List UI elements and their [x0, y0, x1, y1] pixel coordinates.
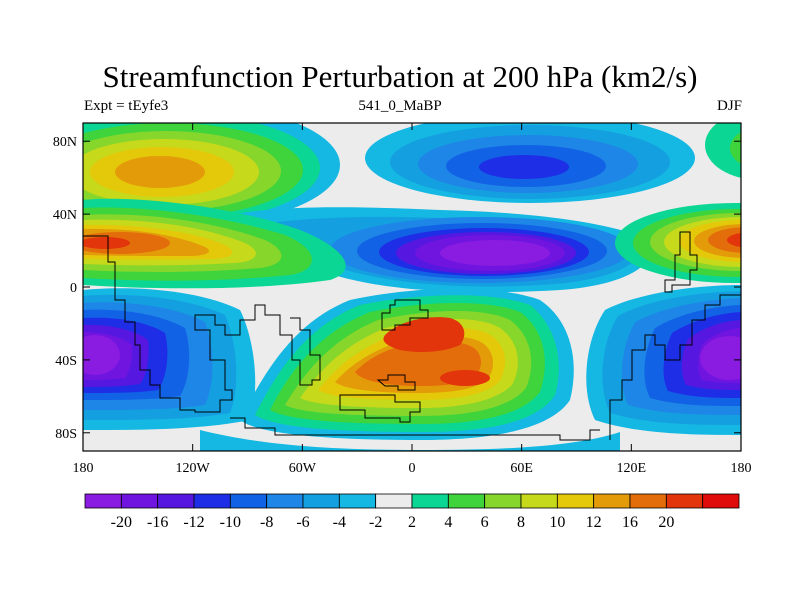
lon-tick-label: 180	[731, 461, 752, 476]
contour-field	[83, 123, 741, 451]
colorbar-swatch	[556, 493, 595, 509]
longitude-axis: 180 120W 60W 0 60E 120E 180	[73, 123, 752, 476]
colorbar-swatch	[157, 493, 195, 509]
lon-tick-label: 120E	[617, 461, 647, 476]
colorbar-swatch	[375, 493, 413, 509]
colorbar-label: -8	[260, 514, 273, 531]
colorbar-label: -10	[220, 514, 241, 531]
colorbar-label: 12	[586, 514, 602, 531]
lat-tick-label: 80N	[53, 135, 77, 150]
colorbar-label: -2	[369, 514, 382, 531]
mid-latitude-low	[200, 207, 652, 293]
latitude-axis: 80N 40N 0 40S 80S	[53, 135, 741, 442]
colorbar-label: -6	[296, 514, 309, 531]
colorbar-label: -12	[183, 514, 204, 531]
colorbar-swatch	[484, 493, 522, 509]
case-label: 541_0_MaBP	[358, 98, 442, 114]
lon-tick-label: 60W	[289, 461, 317, 476]
lon-tick-label: 0	[409, 461, 416, 476]
colorbar-swatch	[84, 493, 122, 509]
colorbar-swatch	[229, 493, 268, 509]
coastlines	[83, 231, 741, 441]
colorbar-label: 8	[517, 514, 525, 531]
colorbar-swatch	[266, 493, 304, 509]
season-label: DJF	[716, 98, 742, 114]
south-polar-band	[200, 430, 620, 451]
colorbar-labels: -20 -16 -12 -10 -8 -6 -4 -2 2 4 6 8 10 12 16 20	[111, 514, 675, 531]
colorbar-label: -16	[147, 514, 168, 531]
lat-tick-label: 40S	[55, 354, 77, 369]
colorbar-label: 6	[481, 514, 489, 531]
experiment-label: Expt = tEyfe3	[84, 98, 169, 114]
lon-tick-label: 180	[73, 461, 94, 476]
southern-low-west	[83, 288, 256, 430]
colorbar-swatch	[302, 493, 340, 509]
southern-low-east	[586, 285, 741, 435]
north-pacific-high	[83, 123, 340, 227]
southern-high-central	[240, 288, 574, 440]
colorbar-label: 16	[622, 514, 638, 531]
colorbar-swatch	[665, 493, 704, 509]
colorbar-label: -4	[333, 514, 346, 531]
colorbar-label: 2	[408, 514, 416, 531]
lon-tick-label: 120W	[176, 461, 211, 476]
colorbar-swatch	[629, 493, 667, 509]
colorbar-label: 4	[444, 514, 452, 531]
lat-tick-label: 40N	[53, 208, 77, 223]
colorbar	[84, 493, 740, 509]
northeast-pacific-positive	[705, 123, 741, 178]
colorbar-swatch	[338, 493, 377, 509]
lat-tick-label: 0	[70, 281, 77, 296]
colorbar-swatch	[411, 493, 449, 509]
colorbar-swatch	[193, 493, 231, 509]
colorbar-label: 20	[658, 514, 674, 531]
tropical-high-east	[615, 203, 741, 283]
plot-title: Streamfunction Perturbation at 200 hPa (…	[102, 59, 698, 94]
lon-tick-label: 60E	[510, 461, 533, 476]
colorbar-swatch	[520, 493, 558, 509]
colorbar-swatch	[120, 493, 159, 509]
colorbar-swatch	[593, 493, 631, 509]
colorbar-swatch	[702, 493, 740, 509]
colorbar-label: 10	[549, 514, 565, 531]
colorbar-label: -20	[111, 514, 132, 531]
colorbar-swatch	[447, 493, 486, 509]
tropical-high-west	[83, 198, 346, 289]
lat-tick-label: 80S	[55, 427, 77, 442]
north-central-low	[365, 123, 695, 203]
